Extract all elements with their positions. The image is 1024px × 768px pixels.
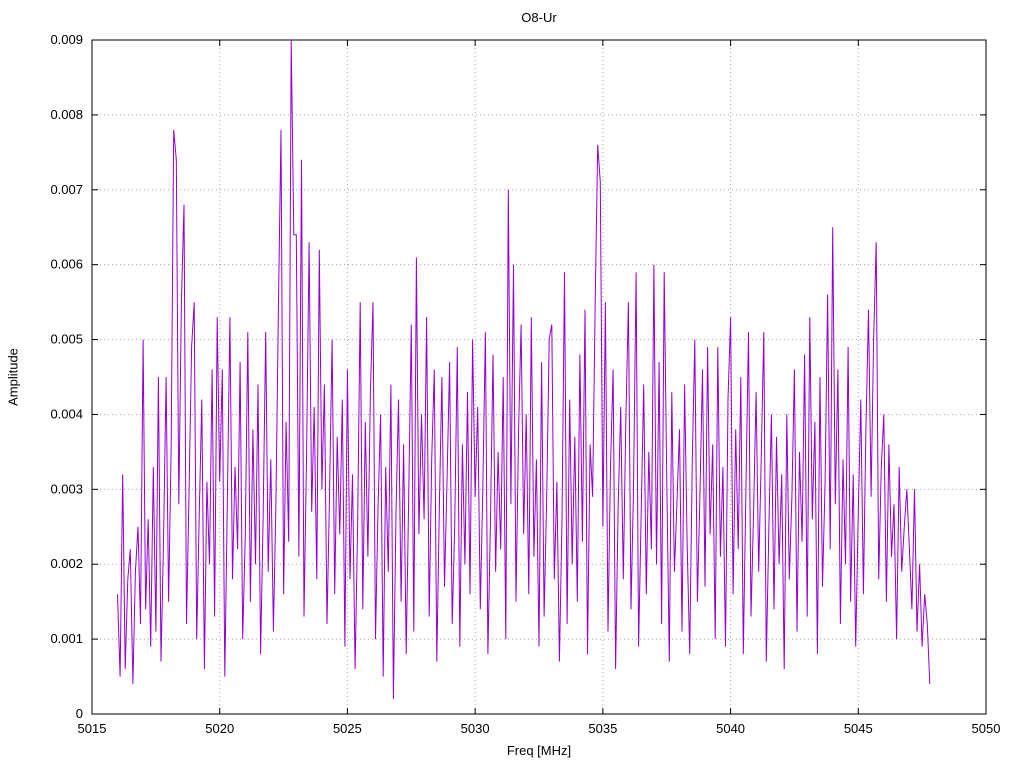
y-tick-label: 0.001	[50, 631, 83, 646]
spectrum-line	[117, 39, 931, 700]
x-tick-label: 5025	[333, 721, 362, 736]
x-tick-label: 5020	[205, 721, 234, 736]
x-axis-label: Freq [MHz]	[506, 743, 572, 758]
y-tick-label: 0.006	[50, 257, 83, 272]
x-tick-label: 5030	[461, 721, 490, 736]
y-tick-label: 0.009	[50, 32, 83, 47]
x-tick-label: 5040	[716, 721, 745, 736]
y-tick-label: 0.002	[50, 556, 83, 571]
chart-title: O8-Ur	[521, 10, 557, 25]
y-tick-label: 0.004	[50, 406, 83, 421]
x-tick-label: 5015	[78, 721, 107, 736]
y-tick-label: 0.007	[50, 182, 83, 197]
y-tick-label: 0.003	[50, 481, 83, 496]
x-tick-label: 5045	[844, 721, 873, 736]
y-tick-label: 0.008	[50, 107, 83, 122]
plot-border	[91, 39, 987, 715]
y-tick-label: 0	[76, 706, 83, 721]
x-tick-label: 5035	[588, 721, 617, 736]
x-tick-label: 5050	[972, 721, 1001, 736]
y-tick-label: 0.005	[50, 332, 83, 347]
